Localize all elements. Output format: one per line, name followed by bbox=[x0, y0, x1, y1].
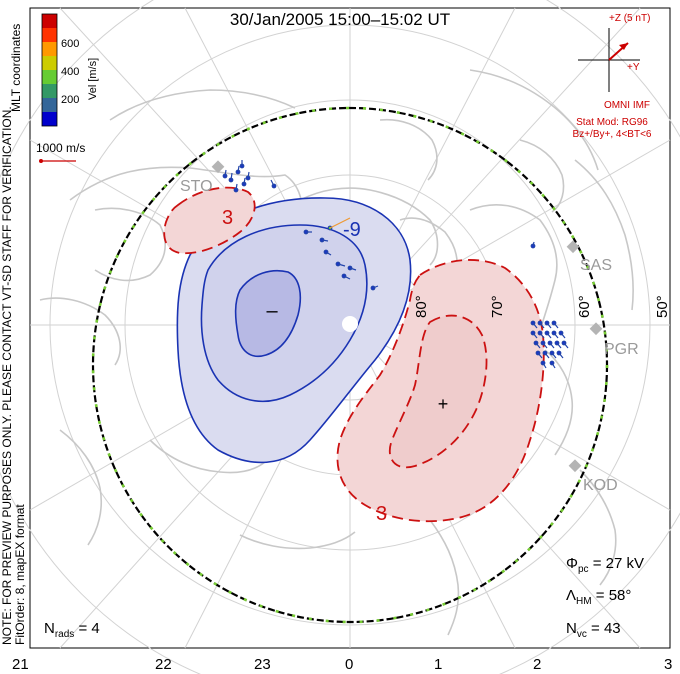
lat-label-80: 80° bbox=[413, 295, 430, 318]
scale-bar-4 bbox=[42, 70, 57, 84]
scale-bar-frame bbox=[41, 13, 58, 127]
reference-vector-label: 1000 m/s bbox=[36, 141, 85, 155]
pole-marker bbox=[342, 316, 358, 332]
scale-tick-200: 200 bbox=[61, 94, 79, 106]
positive-potential-cell bbox=[163, 186, 545, 523]
imf-model-line2: Bz+/By+, 4<BT<6 bbox=[573, 129, 652, 140]
hmb-green-dashes bbox=[91, 106, 609, 624]
stat-lambda-hm: ΛHM = 58° bbox=[566, 587, 631, 607]
map-title: 30/Jan/2005 15:00–15:02 UT bbox=[230, 10, 450, 29]
reference-vector: 1000 m/s bbox=[36, 141, 85, 163]
scale-axis-label: Vel [m/s] bbox=[87, 58, 99, 100]
vectors-center bbox=[303, 217, 379, 291]
lat-label-50: 50° bbox=[654, 295, 671, 318]
imf-model-line1: Stat Mod: RG96 bbox=[576, 117, 648, 128]
map-statistics: Φpc = 27 kV ΛHM = 58° Nvc = 43 Nrads = 4 bbox=[44, 555, 644, 640]
scale-bar-7 bbox=[42, 28, 57, 42]
mlt-label-22: 22 bbox=[155, 656, 172, 673]
radar-sto-marker bbox=[211, 160, 225, 174]
vectors-pgr bbox=[530, 241, 569, 369]
negative-potential-cell bbox=[176, 197, 412, 464]
mlt-label-3: 3 bbox=[664, 656, 672, 673]
preview-note: NOTE: FOR PREVIEW PURPOSES ONLY. PLEASE … bbox=[0, 106, 14, 645]
radar-sto-label: STO bbox=[180, 178, 213, 195]
lat-label-70: 70° bbox=[489, 295, 506, 318]
scale-bar-3 bbox=[42, 84, 57, 98]
radar-stations: STO SAS PGR KOD bbox=[180, 160, 639, 494]
scale-bar-2 bbox=[42, 98, 57, 112]
contour-label-positive: 3 bbox=[222, 207, 233, 229]
coordinates-label: MLT coordinates bbox=[9, 24, 23, 112]
contour-label-negative: -9 bbox=[343, 219, 361, 241]
imf-indicator: +Z (5 nT) +Y OMNI IMF Stat Mod: RG96 Bz+… bbox=[573, 13, 652, 140]
fit-order-note: FitOrder: 8, mapEX format bbox=[13, 504, 27, 645]
radar-kod-label: KOD bbox=[583, 477, 618, 494]
potential-min-marker: – bbox=[266, 300, 278, 322]
stat-n-rads: Nrads = 4 bbox=[44, 620, 100, 640]
mlt-label-21: 21 bbox=[12, 656, 29, 673]
imf-bz-label: +Z (5 nT) bbox=[609, 13, 650, 24]
imf-by-label: +Y bbox=[627, 62, 640, 73]
potential-max-marker: + bbox=[438, 394, 449, 414]
velocity-color-scale: 600 400 200 Vel [m/s] bbox=[41, 13, 99, 127]
imf-source: OMNI IMF bbox=[604, 100, 650, 111]
contour-label-positive-bottom: 3 bbox=[376, 503, 387, 525]
mlt-label-0: 0 bbox=[345, 656, 353, 673]
mlt-axis: 21 22 23 0 1 2 3 bbox=[12, 656, 672, 673]
stat-phi-pc: Φpc = 27 kV bbox=[566, 555, 644, 575]
scale-bar-8 bbox=[42, 14, 57, 28]
scale-tick-600: 600 bbox=[61, 38, 79, 50]
stat-n-vc: Nvc = 43 bbox=[566, 620, 621, 640]
mlt-label-1: 1 bbox=[434, 656, 442, 673]
velocity-vectors bbox=[222, 160, 569, 369]
mlt-label-23: 23 bbox=[254, 656, 271, 673]
scale-tick-400: 400 bbox=[61, 66, 79, 78]
radar-pgr-label: PGR bbox=[604, 341, 639, 358]
scale-bar-1 bbox=[42, 112, 57, 126]
lat-label-60: 60° bbox=[576, 295, 593, 318]
scale-bar-5 bbox=[42, 56, 57, 70]
latitude-labels: 80° 70° 60° 50° bbox=[413, 295, 671, 318]
vectors-sto bbox=[222, 160, 277, 193]
mlt-label-2: 2 bbox=[533, 656, 541, 673]
radar-sas-label: SAS bbox=[580, 257, 612, 274]
scale-bar-6 bbox=[42, 42, 57, 56]
